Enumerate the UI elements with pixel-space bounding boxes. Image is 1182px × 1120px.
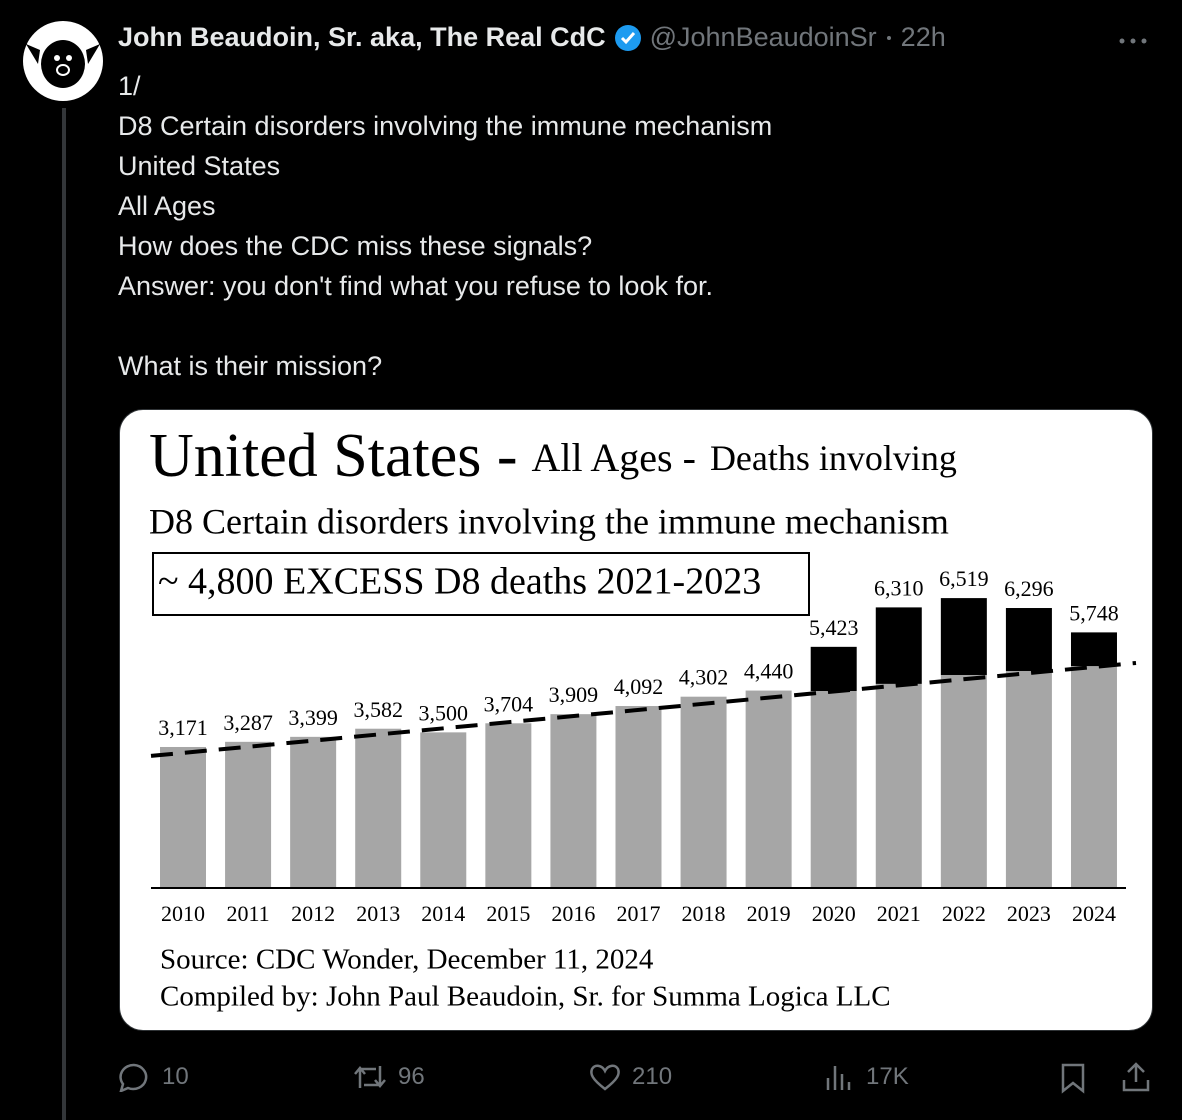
- tweet-text: 1/D8 Certain disorders involving the imm…: [118, 66, 772, 426]
- repost-count: 96: [398, 1063, 425, 1090]
- bar-expected: [1070, 666, 1117, 888]
- x-tick-label: 2013: [356, 901, 400, 926]
- thread-line: [62, 108, 66, 1120]
- trend-line: [150, 660, 1137, 758]
- bar-excess: [1005, 608, 1052, 671]
- x-tick-label: 2015: [486, 901, 530, 926]
- annotation-box: [152, 552, 810, 616]
- x-tick-label: 2023: [1007, 901, 1051, 926]
- x-tick-label: 2019: [747, 901, 791, 926]
- value-label: 6,519: [939, 566, 989, 591]
- value-label: 3,171: [158, 715, 208, 740]
- views-icon: [826, 1066, 851, 1090]
- text-line: What is their mission?: [118, 351, 383, 381]
- x-tick-label: 2018: [682, 901, 726, 926]
- value-label: 3,582: [353, 697, 403, 722]
- like-icon: [590, 1064, 620, 1091]
- avatar[interactable]: [22, 20, 104, 102]
- bar: [225, 741, 272, 888]
- x-tick-label: 2011: [226, 901, 269, 926]
- annotation: ~ 4,800 EXCESS D8 deaths 2021-2023: [158, 561, 761, 603]
- views-button[interactable]: 17K: [822, 1062, 909, 1092]
- post-time[interactable]: 22h: [900, 22, 946, 52]
- x-tick-label: 2024: [1072, 901, 1116, 926]
- views-count: 17K: [866, 1063, 909, 1090]
- chart-image[interactable]: United States - All Ages - Deaths involv…: [119, 409, 1153, 1031]
- bar-excess: [875, 607, 922, 684]
- x-tick-label: 2017: [616, 901, 660, 926]
- value-label: 5,423: [809, 615, 859, 640]
- value-label: 6,296: [1004, 576, 1053, 601]
- bar: [420, 732, 467, 888]
- bar: [745, 690, 792, 888]
- more-menu[interactable]: [1118, 36, 1150, 46]
- bar-excess: [1070, 632, 1117, 667]
- chart-subtitle: D8 Certain disorders involving the immun…: [149, 501, 949, 541]
- value-label: 3,399: [288, 705, 338, 730]
- value-label: 5,748: [1069, 600, 1119, 625]
- paragraph: What is their mission?: [118, 346, 772, 386]
- paragraph: 1/D8 Certain disorders involving the imm…: [118, 66, 772, 306]
- bar: [680, 696, 727, 888]
- text-line: Answer: you don't find what you refuse t…: [118, 271, 713, 301]
- reply-count: 10: [162, 1063, 189, 1090]
- value-label: 4,302: [679, 665, 729, 690]
- bar: [290, 736, 337, 888]
- bar: [355, 728, 402, 888]
- tweet-header: John Beaudoin, Sr. aka, The Real CdC @Jo…: [118, 22, 946, 53]
- x-tick-label: 2014: [421, 901, 465, 926]
- x-tick-label: 2022: [942, 901, 986, 926]
- compiled-by: Compiled by: John Paul Beaudoin, Sr. for…: [160, 981, 891, 1013]
- value-label: 6,310: [874, 575, 924, 600]
- bar: [550, 714, 597, 888]
- value-label: 3,287: [223, 710, 273, 735]
- bar: [160, 746, 206, 888]
- chart-title: United States - All Ages - Deaths involv…: [149, 422, 957, 490]
- bar-excess: [810, 646, 857, 691]
- reply-button[interactable]: 10: [118, 1062, 189, 1092]
- text-line: D8 Certain disorders involving the immun…: [118, 111, 773, 141]
- value-label: 4,440: [744, 659, 794, 684]
- title-part: Deaths involving: [710, 438, 957, 478]
- x-tick-label: 2010: [161, 901, 205, 926]
- x-tick-label: 2021: [877, 901, 921, 926]
- bar: [485, 723, 532, 888]
- title-part: United States -: [149, 422, 518, 490]
- repost-icon: [354, 1066, 386, 1088]
- like-button[interactable]: 210: [588, 1062, 672, 1092]
- title-part: All Ages -: [532, 435, 696, 480]
- text-line: All Ages: [118, 191, 216, 221]
- bookmark-button[interactable]: [1058, 1062, 1088, 1094]
- source: Source: CDC Wonder, December 11, 2024: [160, 944, 654, 976]
- bar-excess: [940, 598, 987, 675]
- value-label: 3,500: [419, 700, 469, 725]
- bar-expected: [1005, 670, 1052, 888]
- x-tick-label: 2020: [812, 901, 856, 926]
- like-count: 210: [632, 1063, 673, 1090]
- x-tick-label: 2012: [291, 901, 335, 926]
- reply-icon: [119, 1063, 148, 1092]
- bar-expected: [810, 690, 857, 888]
- bar-expected: [875, 683, 922, 888]
- bar-expected: [940, 674, 987, 888]
- verified-badge: [614, 24, 641, 51]
- author-handle[interactable]: @JohnBeaudoinSr: [649, 22, 877, 52]
- separator-dot: [886, 35, 891, 40]
- x-tick-label: 2016: [551, 901, 595, 926]
- text-line: How does the CDC miss these signals?: [118, 231, 593, 261]
- bar: [615, 706, 662, 888]
- repost-button[interactable]: 96: [352, 1062, 425, 1092]
- value-label: 3,909: [549, 682, 599, 707]
- text-line: United States: [118, 151, 281, 181]
- chart: United States - All Ages - Deaths involv…: [149, 422, 1137, 1013]
- text-line: 1/: [118, 71, 141, 101]
- author-name[interactable]: John Beaudoin, Sr. aka, The Real CdC: [118, 22, 606, 52]
- share-button[interactable]: [1120, 1060, 1152, 1094]
- value-label: 4,092: [614, 674, 664, 699]
- value-label: 3,704: [484, 691, 533, 716]
